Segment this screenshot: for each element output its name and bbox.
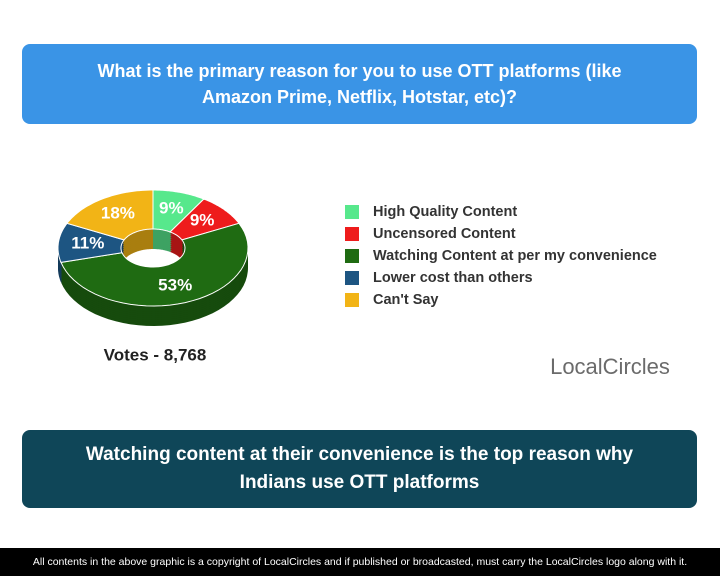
- footer: All contents in the above graphic is a c…: [0, 548, 720, 576]
- question-banner: What is the primary reason for you to us…: [22, 44, 697, 124]
- logo: LocalCircles: [550, 354, 670, 379]
- legend-swatch: [345, 227, 359, 241]
- conclusion: Watching content at their convenience is…: [85, 444, 634, 493]
- data-label: 9%: [190, 211, 215, 230]
- legend-label: Can't Say: [373, 292, 439, 308]
- data-label: 11%: [71, 234, 104, 253]
- legend-swatch: [345, 249, 359, 263]
- legend-label: Uncensored Content: [373, 226, 516, 242]
- legend-label: Watching Content at per my convenience: [373, 248, 657, 264]
- data-label: 53%: [158, 276, 192, 295]
- legend-swatch: [345, 293, 359, 307]
- votes: Votes - 8,768: [104, 345, 207, 364]
- legend-swatch: [345, 271, 359, 285]
- data-label: 9%: [159, 199, 184, 218]
- legend-label: High Quality Content: [373, 204, 517, 220]
- data-label: 18%: [101, 203, 135, 222]
- donut-segment: [66, 189, 154, 241]
- conclusion-banner: Watching content at their convenience is…: [22, 430, 697, 508]
- legend-label: Lower cost than others: [373, 270, 533, 286]
- question: What is the primary reason for you to us…: [97, 61, 622, 107]
- legend-swatch: [345, 205, 359, 219]
